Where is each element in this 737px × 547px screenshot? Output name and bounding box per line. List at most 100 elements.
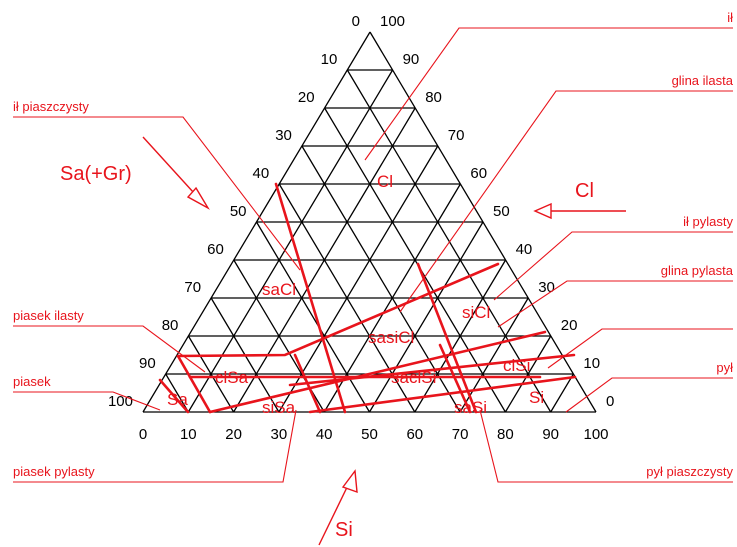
left-tick-label: 20 xyxy=(298,89,315,106)
left-tick-label: 0 xyxy=(352,13,360,30)
right-tick-label: 50 xyxy=(493,203,510,220)
leader-glina-ilasta xyxy=(399,90,733,313)
right-tick-label: 0 xyxy=(606,393,614,410)
bottom-tick-label: 0 xyxy=(139,426,147,443)
bottom-tick-label: 80 xyxy=(497,426,514,443)
leader-il-piaszczysty xyxy=(13,116,301,271)
boundary-siSa xyxy=(308,375,577,414)
left-tick-label: 10 xyxy=(321,51,338,68)
bottom-tick-label: 40 xyxy=(316,426,333,443)
left-tick-label: 30 xyxy=(275,127,292,144)
boundary-clSa-lower xyxy=(176,354,212,414)
bottom-tick-label: 70 xyxy=(452,426,469,443)
callout-leaders xyxy=(13,27,733,483)
region-label-sasi: saSi xyxy=(454,398,487,417)
callout-glina-pylasta: glina pylasta xyxy=(661,263,734,278)
boundary-silty-clay xyxy=(416,262,478,414)
callout-piasek: piasek xyxy=(13,374,51,389)
right-tick-label: 100 xyxy=(380,13,405,30)
left-tick-label: 40 xyxy=(253,165,270,182)
leader-il xyxy=(364,27,733,161)
right-axis-arrow-head xyxy=(533,202,552,220)
bottom-tick-label: 60 xyxy=(406,426,423,443)
region-labels: Cl saCl siCl sasiCl clSa saclSi clSi Sa … xyxy=(167,172,544,417)
left-tick-label: 70 xyxy=(184,279,201,296)
boundary-clSi-right xyxy=(288,353,576,387)
bottom-tick-label: 10 xyxy=(180,426,197,443)
callout-piasek-pylasty: piasek pylasty xyxy=(13,464,95,479)
bottom-tick-label: 20 xyxy=(225,426,242,443)
callout-pyl: pył xyxy=(716,360,733,375)
callout-il-piaszczysty: ił piaszczysty xyxy=(13,99,89,114)
right-tick-label: 20 xyxy=(561,317,578,334)
bottom-tick-label: 50 xyxy=(361,426,378,443)
right-tick-label: 40 xyxy=(516,241,533,258)
grid-line-right-parallel xyxy=(165,373,189,413)
left-tick-label: 50 xyxy=(230,203,247,220)
region-label-clsi: clSi xyxy=(503,356,530,375)
right-tick-label: 70 xyxy=(448,127,465,144)
boundary-saCl xyxy=(274,182,347,414)
left-axis-arrow-head xyxy=(186,186,210,210)
region-label-si: Si xyxy=(529,388,544,407)
left-tick-label: 60 xyxy=(207,241,224,258)
leader-pyl-piaszczysty xyxy=(479,409,733,483)
callout-piasek-ilasty: piasek ilasty xyxy=(13,308,84,323)
grid-line-right-parallel xyxy=(301,145,461,413)
callout-il-pylasty: ił pylasty xyxy=(683,214,733,229)
region-label-clsa: clSa xyxy=(215,368,249,387)
leader-pyl xyxy=(565,377,733,413)
right-tick-label: 10 xyxy=(583,355,600,372)
class-boundaries xyxy=(158,182,577,414)
grid-line-left-parallel xyxy=(278,145,439,413)
boundary-clay-loam xyxy=(176,262,500,358)
right-tick-label: 90 xyxy=(403,51,420,68)
grid-line-right-parallel xyxy=(255,221,371,413)
bottom-tick-label: 90 xyxy=(542,426,559,443)
boundary-clSi xyxy=(208,330,547,414)
boundary-saclSi-right xyxy=(438,343,472,414)
region-label-sacl: saCl xyxy=(262,280,296,299)
left-tick-label: 80 xyxy=(162,317,179,334)
left-tick-label: 100 xyxy=(108,393,133,410)
bottom-tick-label: 100 xyxy=(583,426,608,443)
grid-line-right-parallel xyxy=(369,31,597,413)
triangle-grid xyxy=(142,31,597,413)
region-label-sisa: siSa xyxy=(262,398,296,417)
region-label-saclsi: saclSi xyxy=(391,368,436,387)
grid-line-right-parallel xyxy=(324,107,506,413)
boundary-saclSi-left xyxy=(293,353,322,414)
leader-gl-pylasta-b xyxy=(547,328,733,369)
left-tick-label: 90 xyxy=(139,355,156,372)
boundary-sa xyxy=(158,378,190,414)
region-label-sicl: siCl xyxy=(462,303,490,322)
grid-line-left-parallel xyxy=(459,297,529,413)
right-tick-label: 60 xyxy=(470,165,487,182)
bottom-tick-label: 30 xyxy=(271,426,288,443)
leader-piasek-ilasty xyxy=(13,325,206,373)
grid-line-left-parallel xyxy=(368,221,484,413)
axis-arrows xyxy=(142,136,626,546)
right-tick-label: 80 xyxy=(425,89,442,106)
region-label-sa: Sa xyxy=(167,390,188,409)
grid-line-left-parallel xyxy=(550,373,574,413)
callout-il: ił xyxy=(727,10,733,25)
bottom-axis-label: Si xyxy=(335,519,353,541)
left-axis-label: Sa(+Gr) xyxy=(60,163,132,185)
callout-glina-ilasta: glina ilasta xyxy=(672,73,734,88)
right-axis-label: Cl xyxy=(575,180,594,202)
region-label-cl: Cl xyxy=(377,172,393,191)
leader-glina-pylasta xyxy=(497,280,733,328)
region-label-sasicl: sasiCl xyxy=(368,328,414,347)
leader-il-pylasty xyxy=(493,231,733,301)
grid-line-right-parallel xyxy=(346,69,552,413)
callout-pyl-piaszczysty: pył piaszczysty xyxy=(646,464,733,479)
left-axis-ticks: 0 10 20 30 40 50 60 70 80 90 100 xyxy=(108,13,360,410)
right-tick-label: 30 xyxy=(538,279,555,296)
leader-piasek-pylasty xyxy=(13,409,297,483)
leader-piasek xyxy=(13,391,161,411)
bottom-axis-arrow-head xyxy=(341,469,358,494)
bottom-axis-ticks: 0 10 20 30 40 50 60 70 80 90 100 xyxy=(139,426,609,443)
